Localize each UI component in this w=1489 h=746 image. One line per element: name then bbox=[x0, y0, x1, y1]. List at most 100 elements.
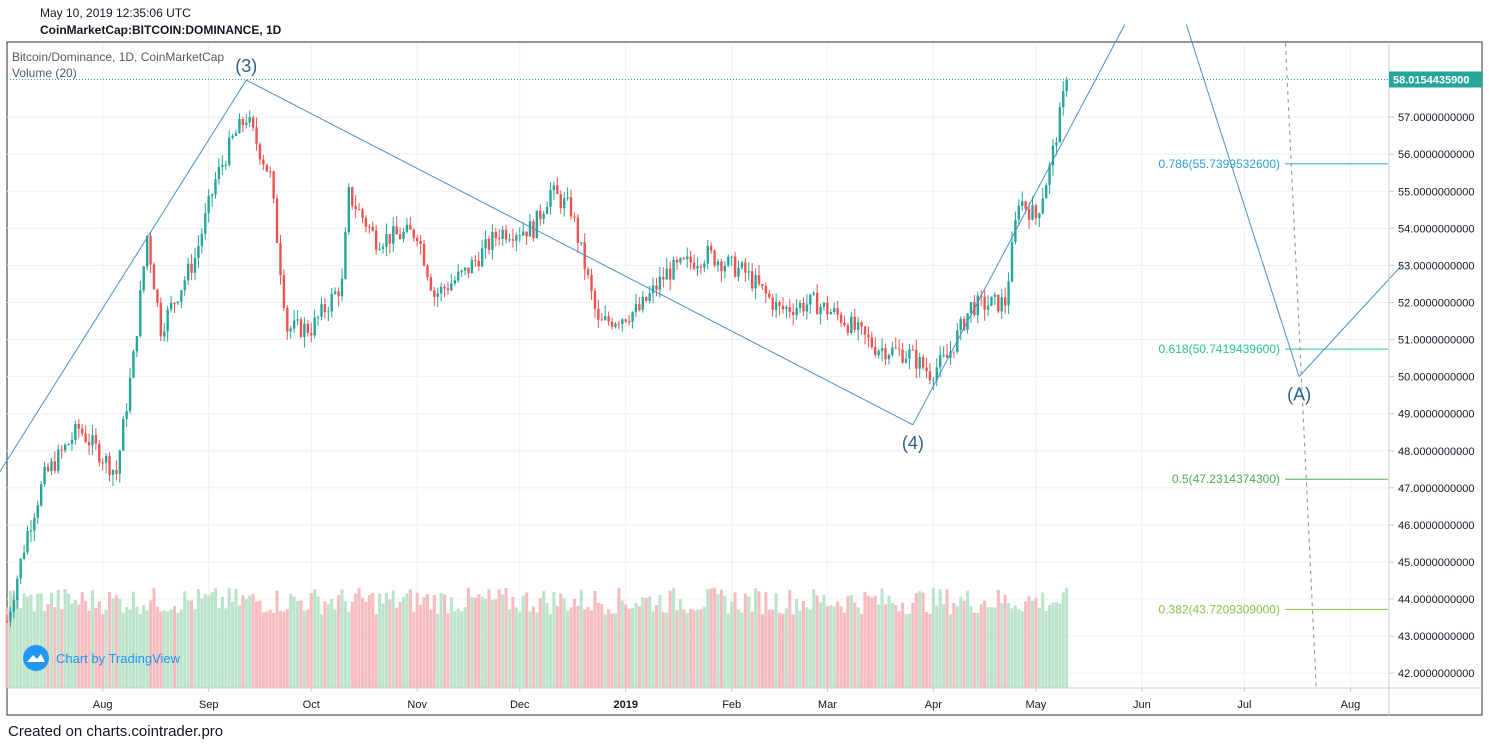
candle-body bbox=[487, 238, 491, 250]
volume-bar bbox=[46, 604, 50, 688]
volume-bar bbox=[1034, 597, 1038, 688]
volume-bar bbox=[942, 604, 946, 688]
volume-bar bbox=[1051, 602, 1055, 688]
candle-body bbox=[272, 171, 275, 199]
y-tick-label: 55.0000000000 bbox=[1398, 186, 1474, 198]
y-tick-label: 44.0000000000 bbox=[1398, 594, 1474, 606]
candle-body bbox=[19, 558, 22, 579]
volume-bar bbox=[993, 607, 997, 688]
candle-body bbox=[658, 276, 662, 290]
candle-body bbox=[316, 316, 320, 318]
volume-bar bbox=[719, 589, 723, 688]
volume-bar bbox=[514, 607, 518, 688]
candle-body bbox=[392, 226, 395, 244]
y-tick-label: 45.0000000000 bbox=[1398, 557, 1474, 569]
candle-body bbox=[771, 297, 774, 310]
volume-bar bbox=[241, 595, 245, 688]
volume-bar bbox=[880, 588, 884, 688]
volume-bar bbox=[678, 599, 682, 688]
candle-body bbox=[385, 234, 388, 247]
candle-body bbox=[122, 418, 125, 451]
candle-body bbox=[77, 424, 80, 429]
candle-body bbox=[754, 275, 757, 289]
candle-body bbox=[897, 348, 901, 350]
candle-body bbox=[29, 530, 33, 532]
volume-bar bbox=[801, 601, 806, 688]
volume-bar bbox=[419, 604, 423, 688]
candle-body bbox=[573, 216, 576, 218]
volume-bar bbox=[354, 593, 358, 688]
volume-bar bbox=[77, 604, 81, 688]
volume-bar bbox=[1048, 604, 1052, 688]
volume-bar bbox=[244, 599, 248, 688]
volume-bar bbox=[689, 609, 693, 688]
volume-bar bbox=[747, 596, 751, 688]
volume-bar bbox=[470, 596, 474, 688]
candle-body bbox=[860, 322, 863, 327]
y-tick-label: 46.0000000000 bbox=[1398, 520, 1474, 532]
volume-bar bbox=[822, 594, 826, 688]
volume-bar bbox=[484, 598, 488, 688]
y-tick-label: 47.0000000000 bbox=[1398, 483, 1474, 495]
candle-body bbox=[610, 321, 614, 327]
volume-bar bbox=[791, 614, 795, 688]
candle-body bbox=[474, 260, 477, 262]
volume-bar bbox=[935, 605, 939, 688]
candle-body bbox=[330, 293, 333, 312]
volume-bar bbox=[856, 607, 860, 688]
candle-body bbox=[983, 296, 986, 310]
candle-body bbox=[159, 302, 163, 337]
volume-bar bbox=[627, 608, 631, 688]
candle-body bbox=[819, 306, 822, 315]
volume-bar bbox=[839, 606, 843, 688]
volume-bar bbox=[525, 592, 529, 688]
volume-bar bbox=[897, 611, 901, 688]
volume-bar bbox=[955, 606, 959, 688]
candle-body bbox=[774, 301, 778, 310]
candle-body bbox=[84, 433, 87, 442]
volume-bar bbox=[931, 587, 935, 688]
candle-body bbox=[781, 305, 785, 310]
candle-body bbox=[388, 234, 392, 244]
volume-bar bbox=[538, 597, 542, 688]
candle-body bbox=[617, 323, 621, 325]
volume-bar bbox=[56, 589, 60, 688]
volume-bar bbox=[371, 592, 375, 688]
volume-bar bbox=[589, 610, 594, 688]
volume-bar bbox=[924, 612, 929, 688]
candle-body bbox=[439, 286, 443, 294]
candle-body bbox=[870, 337, 874, 348]
candle-body bbox=[1034, 205, 1038, 218]
tradingview-brand[interactable]: Chart by TradingView bbox=[22, 644, 180, 672]
volume-bar bbox=[313, 589, 317, 688]
volume-bar bbox=[497, 589, 501, 688]
volume-bar bbox=[593, 591, 597, 688]
candle-body bbox=[1031, 205, 1034, 220]
candle-body bbox=[125, 411, 128, 419]
candle-body bbox=[354, 205, 357, 210]
candle-body bbox=[463, 267, 467, 271]
volume-bar bbox=[1061, 592, 1065, 688]
volume-bar bbox=[863, 591, 867, 688]
volume-bar bbox=[962, 600, 966, 688]
candle-body bbox=[163, 331, 166, 337]
volume-bar bbox=[600, 603, 604, 688]
volume-bar bbox=[603, 614, 607, 688]
volume-bar bbox=[446, 613, 450, 688]
candle-body bbox=[836, 308, 839, 315]
fib-label: 0.382(43.7209309000) bbox=[1159, 602, 1280, 616]
candle-body bbox=[501, 229, 504, 239]
candle-body bbox=[757, 275, 761, 285]
axes: 42.0000000000 43.0000000000 44.0000000000 4… bbox=[7, 42, 1482, 715]
volume-bar bbox=[248, 595, 252, 688]
candle-body bbox=[241, 118, 245, 125]
volume-bar bbox=[237, 605, 241, 688]
volume-bar bbox=[391, 590, 395, 688]
candle-body bbox=[915, 349, 918, 369]
volume-bar bbox=[429, 609, 433, 688]
volume-bar bbox=[959, 596, 963, 688]
candle-body bbox=[351, 187, 354, 206]
candle-body bbox=[997, 294, 1000, 312]
candle-body bbox=[761, 284, 764, 287]
